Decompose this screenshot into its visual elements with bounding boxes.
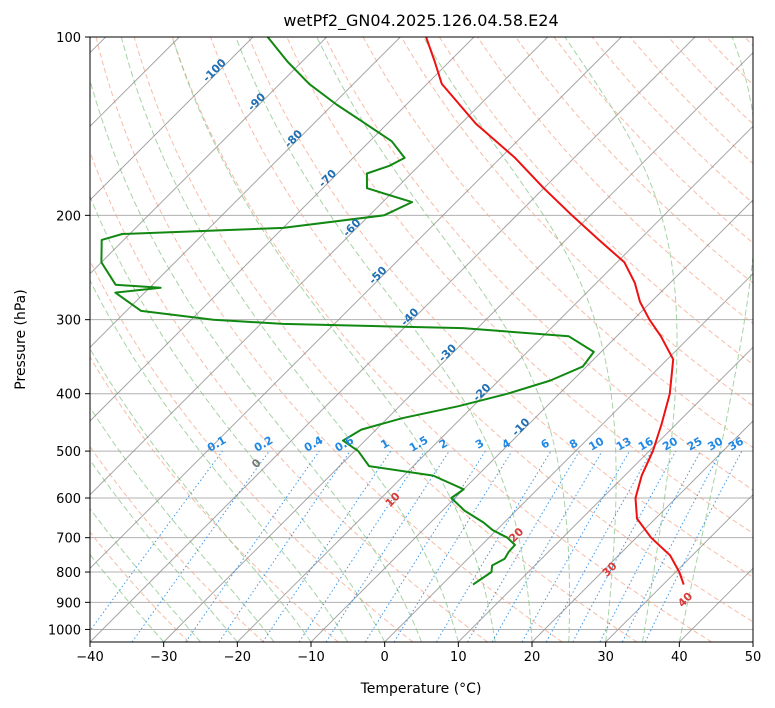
mixing-ratio-line [131, 450, 270, 642]
plot-frame [89, 36, 754, 643]
moist-adiabat [120, 37, 459, 642]
dry-adiabat [90, 150, 488, 642]
dry-adiabat [90, 259, 414, 642]
dry-adiabat [248, 37, 753, 578]
dry-adiabat [324, 37, 753, 491]
y-tick-label: 200 [56, 209, 81, 224]
mixing-ratio-line [325, 450, 450, 642]
isotherm [90, 37, 696, 642]
dry-adiabat [438, 37, 753, 365]
temperature-profile [425, 37, 685, 585]
moist-adiabat [422, 37, 617, 642]
moist-adiabat [564, 37, 678, 642]
axes: −40 −30 −20 −10 0 10 20 30 40 50 100 200 300 400 500 60… [48, 31, 761, 665]
dry-adiabat [210, 37, 753, 623]
moist-adiabat [90, 553, 165, 642]
chart-title: wetPf2_GN04.2025.126.04.58.E24 [283, 11, 558, 31]
moist-adiabat [316, 37, 571, 642]
isotherm [310, 199, 753, 642]
isotherm [90, 37, 254, 201]
isotherm [90, 37, 622, 570]
dry-adiabat [171, 37, 712, 642]
y-tick-label: 1000 [48, 623, 81, 638]
plot-area [90, 37, 753, 642]
isotherm [384, 272, 753, 642]
isotherm [163, 51, 753, 642]
moist-adiabat [90, 406, 275, 642]
y-tick-label: 900 [56, 596, 81, 611]
y-tick-label: 500 [56, 445, 81, 460]
x-tick-label: −30 [150, 650, 177, 665]
dry-adiabat [95, 37, 563, 642]
dry-adiabat [133, 37, 638, 642]
dry-adiabat [553, 37, 753, 244]
moist-adiabat [235, 37, 533, 642]
dry-adiabat [286, 37, 753, 534]
dry-adiabat [477, 37, 753, 325]
y-tick-label: 300 [56, 314, 81, 329]
y-tick-label: 700 [56, 532, 81, 547]
x-tick-label: 10 [450, 650, 467, 665]
isotherm [605, 493, 753, 642]
isotherm [90, 37, 549, 496]
x-tick-label: −10 [297, 650, 324, 665]
isotherm [90, 37, 328, 275]
x-tick-label: 40 [671, 650, 688, 665]
y-tick-label: 100 [56, 31, 81, 46]
moist-adiabat [90, 347, 312, 642]
dry-adiabat [591, 37, 753, 204]
isotherm [90, 37, 401, 349]
y-tick-label: 800 [56, 566, 81, 581]
isotherm [457, 346, 753, 642]
mixing-ratio-line [393, 450, 513, 642]
isotherm [90, 37, 475, 422]
dry-adiabat [90, 531, 190, 642]
x-tick-label: 20 [524, 650, 541, 665]
mixing-ratio-line [218, 450, 351, 642]
isotherm [531, 420, 753, 642]
mixing-ratio-line [364, 450, 486, 642]
x-tick-label: −20 [224, 650, 251, 665]
mixing-ratio-line [521, 450, 630, 642]
mixing-ratio-line [572, 450, 677, 642]
moist-adiabat [678, 37, 753, 642]
x-tick-label: −40 [76, 650, 103, 665]
dewpoint-profile [100, 37, 595, 586]
isotherm [236, 125, 753, 642]
dry-adiabat [400, 37, 753, 407]
y-tick-label: 400 [56, 388, 81, 403]
mixing-ratio-line [185, 450, 320, 642]
moist-adiabat [171, 37, 496, 642]
moist-adiabat [90, 507, 201, 642]
moist-adiabat [90, 195, 386, 642]
mixing-ratio-line [545, 450, 653, 642]
x-axis-label: Temperature (°C) [360, 681, 482, 697]
moist-adiabat [90, 78, 422, 642]
mixing-ratio-line [491, 450, 603, 642]
x-tick-label: 30 [597, 650, 614, 665]
mixing-ratio-line [90, 450, 223, 632]
mixing-ratio-line [467, 450, 580, 642]
y-tick-label: 600 [56, 492, 81, 507]
mixing-ratio-line [435, 450, 552, 642]
x-tick-label: 50 [745, 650, 762, 665]
moist-adiabat [90, 459, 238, 642]
x-tick-label: 0 [381, 650, 389, 665]
y-axis-label: Pressure (hPa) [13, 289, 29, 389]
